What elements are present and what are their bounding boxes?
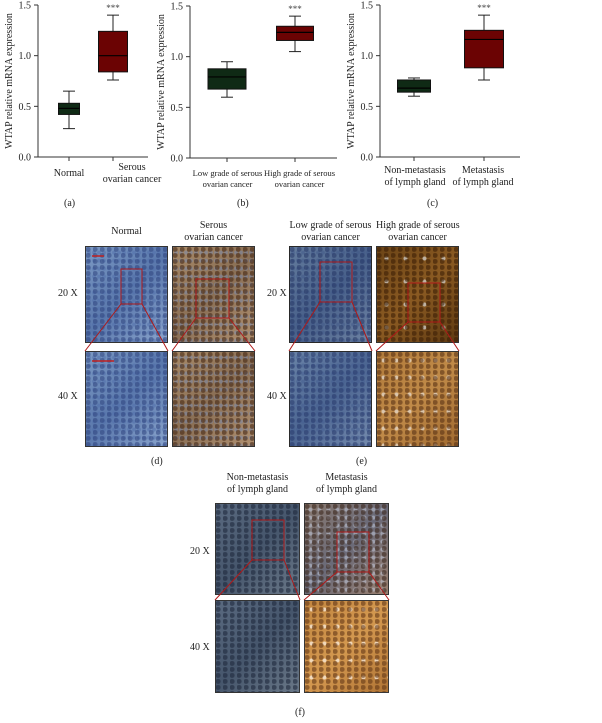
histology-metastasis-20x: [304, 503, 389, 595]
box-plots: 0.0 0.5 1.0 1.5 WTAP relative mRNA expressio…: [4, 1, 520, 165]
histology-non-metastasis-40x: [215, 600, 300, 693]
panel-label-a: (a): [64, 198, 76, 209]
significance-marker: ***: [106, 3, 120, 13]
mag-40x: 40 X: [58, 391, 78, 402]
y-tick-label: 1.5: [19, 1, 32, 12]
y-tick-label: 1.0: [361, 51, 374, 62]
cat-label-low-grade: Low grade of serous ovarian cancer: [192, 168, 263, 189]
y-tick-label: 0.0: [171, 154, 184, 165]
histology-serous-20x: [172, 246, 255, 343]
col-label-non-metastasis: Non-metastasis of lymph gland: [226, 472, 289, 495]
y-tick-label: 0.0: [19, 153, 32, 164]
y-tick-label: 0.5: [361, 102, 374, 113]
box: [397, 79, 431, 93]
y-axis-label: WTAP relative mRNA expression: [346, 13, 357, 149]
histology-non-metastasis-20x: [215, 503, 300, 595]
mag-20x: 20 X: [267, 288, 287, 299]
cat-label-non-metastasis: Non-metastasis of lymph gland: [384, 165, 446, 188]
y-tick-label: 0.5: [19, 102, 32, 113]
box: [98, 30, 128, 73]
histology-metastasis-40x: [304, 600, 389, 693]
col-label-serous: Serous ovarian cancer: [184, 220, 243, 243]
panel-label-f: (f): [295, 707, 305, 718]
box: [276, 25, 314, 41]
mag-20x: 20 X: [58, 288, 78, 299]
histology-high-grade-40x: [376, 351, 459, 447]
panel-label-c: (c): [427, 198, 439, 209]
histology-low-grade-40x: [289, 351, 372, 447]
box: [464, 29, 504, 69]
histology-normal-20x: [85, 246, 168, 343]
mag-20x: 20 X: [190, 546, 210, 557]
cat-label-metastasis: Metastasis of lymph gland: [452, 165, 514, 188]
mag-40x: 40 X: [267, 391, 287, 402]
col-label-metastasis: Metastasis of lymph gland: [315, 472, 378, 495]
histology-normal-40x: [85, 351, 168, 447]
significance-marker: ***: [288, 4, 302, 14]
y-axis-label: WTAP relative mRNA expression: [4, 13, 15, 149]
histology-low-grade-20x: [289, 246, 372, 343]
y-tick-label: 1.0: [171, 52, 184, 63]
col-label-low-grade: Low grade of serous ovarian cancer: [289, 220, 372, 243]
box: [207, 68, 247, 90]
histology-serous-40x: [172, 351, 255, 447]
y-tick-label: 0.0: [361, 153, 374, 164]
panel-label-d: (d): [151, 456, 163, 467]
histology-high-grade-20x: [376, 246, 459, 343]
col-label-normal: Normal: [111, 226, 142, 237]
cat-label-normal: Normal: [53, 168, 85, 179]
y-axis-label: WTAP relative mRNA expression: [156, 14, 167, 150]
y-tick-label: 1.5: [361, 1, 374, 12]
mag-40x: 40 X: [190, 642, 210, 653]
cat-label-high-grade: High grade of serous ovarian cancer: [263, 168, 336, 189]
col-label-high-grade: High grade of serous ovarian cancer: [376, 220, 460, 243]
significance-marker: ***: [477, 3, 491, 13]
cat-label-serous: Serous ovarian cancer: [102, 162, 162, 185]
panel-label-e: (e): [356, 456, 368, 467]
y-tick-label: 0.5: [171, 103, 184, 114]
panel-label-b: (b): [237, 198, 249, 209]
y-tick-label: 1.0: [19, 51, 32, 62]
y-tick-label: 1.5: [171, 2, 184, 13]
